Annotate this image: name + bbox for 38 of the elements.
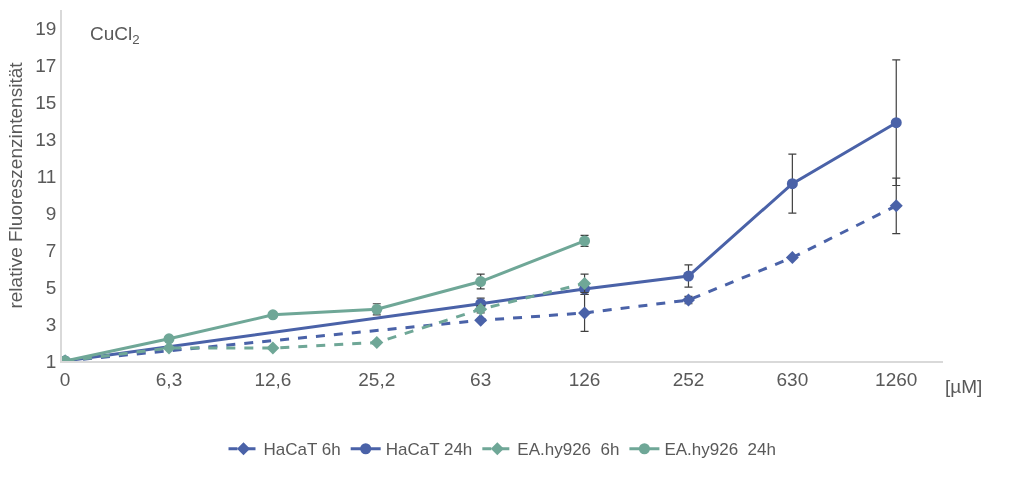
x-tick-label: 6,3 [155, 368, 183, 390]
point [163, 333, 175, 345]
x-tick-label: 25,2 [358, 368, 396, 390]
point [267, 309, 279, 321]
y-axis-title: relative Fluoreszenzintensität [4, 61, 26, 309]
point [578, 306, 592, 320]
point [682, 270, 694, 282]
point [786, 178, 798, 190]
y-tick-label: 3 [45, 313, 57, 335]
annotation: CuCl$_{2}$ [90, 23, 140, 47]
legend-label: EA.hy926 6h [517, 440, 620, 460]
point [266, 341, 280, 355]
x-tick-label: 126 [568, 368, 601, 390]
point [578, 276, 592, 290]
x-tick-label: 630 [776, 368, 809, 390]
y-tick-label: 19 [35, 18, 57, 40]
x-tick-label: 252 [672, 368, 705, 390]
point [890, 117, 902, 129]
x-tick-label: 1260 [875, 368, 918, 390]
x-tick-label: 12,6 [254, 368, 292, 390]
point [474, 313, 488, 327]
legend-label: HaCaT 24h [385, 440, 473, 460]
point [889, 199, 903, 213]
y-tick-label: 11 [36, 165, 57, 187]
y-tick-label: 1 [45, 350, 57, 372]
point [785, 251, 799, 265]
y-tick-label: 9 [45, 202, 57, 224]
point [370, 336, 384, 350]
x-axis-title: [µM] [945, 376, 983, 397]
x-tick-label: 63 [470, 368, 492, 390]
y-tick-label: 17 [35, 55, 57, 77]
legend-label: HaCaT 6h [263, 440, 341, 460]
y-tick-label: 13 [35, 128, 57, 150]
legend-label: EA.hy926 24h [664, 440, 776, 460]
x-tick-label: 0 [59, 368, 71, 390]
y-tick-label: 15 [35, 92, 57, 114]
y-tick-label: 5 [45, 276, 57, 298]
y-tick-label: 7 [45, 239, 57, 261]
